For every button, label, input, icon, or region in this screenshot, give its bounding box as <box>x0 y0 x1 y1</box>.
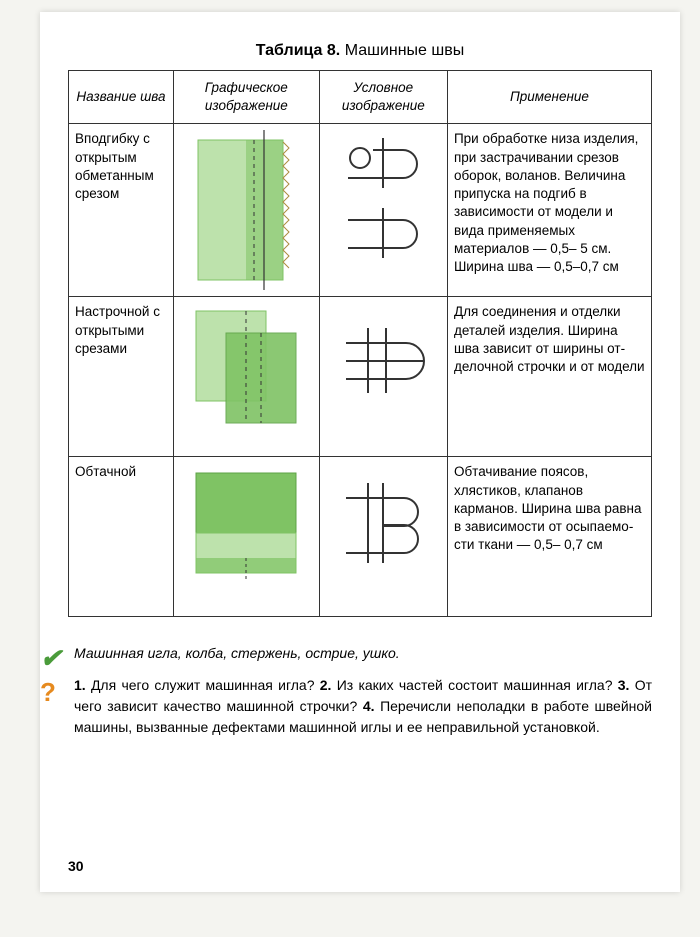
title-rest: Машинные швы <box>340 42 464 59</box>
q-num: 2. <box>320 677 332 693</box>
questions-block: ? 1. Для чего служит машинная игла? 2. И… <box>68 675 652 738</box>
seams-table: Название шва Графическое изображение Усл… <box>68 70 652 617</box>
table-title: Таблица 8. Машинные швы <box>68 42 652 60</box>
q-text: Для чего служит машинная игла? <box>86 677 320 693</box>
page: Таблица 8. Машинные швы Название шва Гра… <box>40 12 680 892</box>
graphic-cell <box>173 457 319 617</box>
table-row: Обтачной <box>69 457 652 617</box>
q-text: Из каких частей состо­ит машинная игла? <box>331 677 617 693</box>
seam-name: Вподгибку с откры­тым обме­танным срезом <box>69 124 174 297</box>
table-row: Настроч­ной с от­крытыми срезами <box>69 297 652 457</box>
q-num: 4. <box>363 698 375 714</box>
graphic-illustration-3 <box>186 463 306 593</box>
graphic-cell <box>173 297 319 457</box>
symbol-illustration-3 <box>328 463 438 583</box>
table-row: Вподгибку с откры­тым обме­танным срезом <box>69 124 652 297</box>
seam-application: Обтачивание поясов, хлястиков, клапанов … <box>447 457 651 617</box>
header-name: Название шва <box>69 71 174 124</box>
graphic-cell <box>173 124 319 297</box>
title-bold: Таблица 8. <box>256 42 340 59</box>
symbol-illustration-2 <box>328 303 438 423</box>
header-symbol: Условное изображение <box>319 71 447 124</box>
graphic-illustration-1 <box>186 130 306 290</box>
symbol-cell <box>319 124 447 297</box>
keywords-text: Машинная игла, колба, стержень, острие, … <box>74 645 400 661</box>
seam-name: Настроч­ной с от­крытыми срезами <box>69 297 174 457</box>
check-icon: ✔ <box>40 643 62 674</box>
graphic-illustration-2 <box>186 303 306 433</box>
symbol-illustration-1 <box>328 130 438 280</box>
seam-application: При обработке низа изделия, при застра­ч… <box>447 124 651 297</box>
page-number: 30 <box>68 858 84 874</box>
header-application: Применение <box>447 71 651 124</box>
q-num: 3. <box>618 677 630 693</box>
keywords-line: ✔ Машинная игла, колба, стержень, острие… <box>68 645 652 661</box>
symbol-cell <box>319 297 447 457</box>
symbol-cell <box>319 457 447 617</box>
seam-name: Обтачной <box>69 457 174 617</box>
header-graphic: Графическое изображение <box>173 71 319 124</box>
question-icon: ? <box>40 673 56 712</box>
q-num: 1. <box>74 677 86 693</box>
seam-application: Для соединения и от­делки деталей изде­л… <box>447 297 651 457</box>
